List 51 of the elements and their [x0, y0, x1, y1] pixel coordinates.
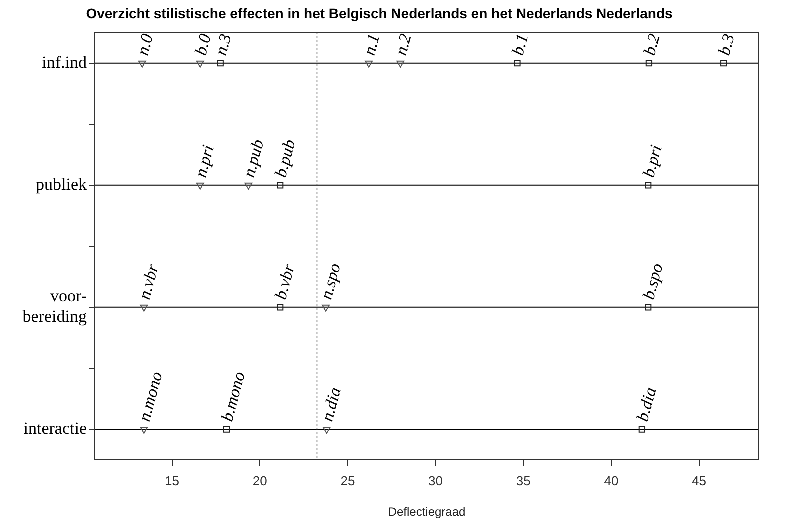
point — [223, 426, 230, 433]
point — [196, 182, 204, 190]
data-label: b.pri — [639, 142, 666, 180]
data-label: b.mono — [218, 370, 250, 424]
y-tick-label: voor- bereiding — [22, 286, 88, 326]
data-label: b.3 — [714, 32, 739, 58]
data-label: n.mono — [135, 370, 166, 424]
data-label: b.dia — [633, 385, 660, 424]
point — [638, 426, 646, 433]
point — [217, 60, 224, 67]
point — [645, 304, 652, 311]
point — [514, 60, 521, 67]
x-tick-label: 20 — [252, 473, 268, 488]
data-label: b.spo — [639, 262, 667, 302]
data-label: b.2 — [640, 32, 664, 58]
point — [720, 60, 728, 67]
data-label: n.2 — [391, 32, 416, 58]
x-tick-label: 15 — [165, 473, 180, 488]
y-tick-label: publiek — [36, 174, 88, 194]
point — [645, 182, 652, 189]
data-label: b.1 — [508, 32, 532, 58]
point — [646, 60, 653, 67]
point — [138, 60, 146, 68]
x-tick-label: 30 — [428, 473, 444, 488]
point — [244, 182, 253, 190]
point — [365, 60, 373, 68]
data-label: b.vbr — [271, 262, 299, 302]
point — [322, 426, 331, 434]
data-label: n.0 — [133, 32, 158, 58]
x-tick-label: 35 — [516, 473, 531, 488]
x-tick-label: 25 — [340, 473, 356, 488]
data-label: n.dia — [318, 385, 345, 424]
point — [322, 304, 330, 312]
point — [276, 182, 284, 189]
y-tick-label: interactie — [24, 418, 87, 438]
x-tick-label: 40 — [604, 473, 619, 488]
data-label: b.pub — [271, 138, 300, 180]
data-label: n.1 — [360, 32, 384, 58]
y-tick-label: inf.ind — [42, 52, 88, 72]
point — [196, 60, 204, 68]
data-label: n.vbr — [135, 262, 163, 302]
data-label: n.spo — [316, 262, 345, 302]
point — [140, 426, 148, 434]
chart-title: Overzicht stilistische effecten in het Belgisch Nederlands en het Nederlands Nederlands — [86, 5, 674, 22]
x-tick-label: 45 — [692, 473, 707, 488]
x-axis-title: Deflectiegraad — [388, 505, 466, 520]
data-label: n.pri — [191, 142, 218, 180]
data-label: n.pub — [240, 138, 268, 180]
point — [276, 304, 284, 311]
point — [140, 304, 148, 312]
point — [396, 60, 405, 68]
